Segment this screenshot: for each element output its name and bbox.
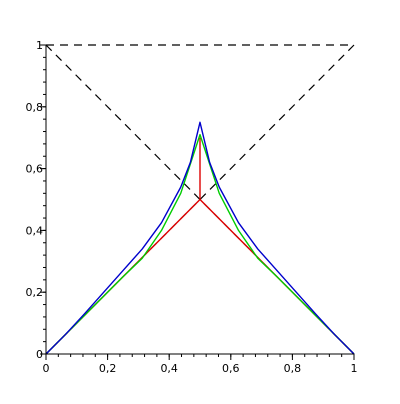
axes-layer: 0 0,2 0,4 0,6 0,8 1 0 0,2 0,4 0,6 0,8 1 [26,39,358,375]
series-layer [45,44,355,355]
y-tick-label: 0 [36,348,43,361]
x-tick-label: 0,8 [284,362,302,375]
x-tick-label: 0,2 [99,362,117,375]
x-tick-label: 1 [351,362,358,375]
green-solid-line-4 [45,133,355,355]
y-tick-label: 0,6 [26,163,44,176]
x-tick-label: 0,6 [222,362,240,375]
blue-solid-line-5 [45,121,355,355]
y-tick-label: 0,4 [26,224,44,237]
x-tick-label: 0 [43,362,50,375]
y-tick-label: 1 [36,39,43,52]
black-dashed-line-0 [45,44,355,355]
black-dashed-line-1 [45,44,355,355]
y-tick-label: 0,8 [26,101,44,114]
y-tick-label: 0,2 [26,286,44,299]
red-solid-line-2 [45,198,355,355]
x-tick-label: 0,4 [160,362,178,375]
